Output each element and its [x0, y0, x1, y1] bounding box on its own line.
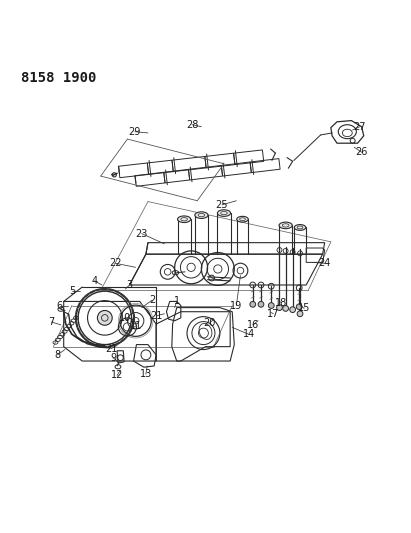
Ellipse shape: [237, 216, 248, 222]
Text: 10: 10: [119, 313, 132, 323]
Ellipse shape: [178, 216, 191, 222]
Text: 16: 16: [247, 320, 259, 330]
Text: 6: 6: [57, 301, 62, 311]
Text: 1: 1: [174, 296, 180, 306]
Text: 18: 18: [275, 297, 288, 308]
Text: 13: 13: [140, 369, 152, 379]
Circle shape: [250, 302, 256, 307]
Text: 25: 25: [216, 200, 228, 210]
Text: 29: 29: [129, 127, 141, 136]
Ellipse shape: [217, 210, 231, 216]
Ellipse shape: [279, 222, 292, 229]
Text: 21: 21: [150, 311, 162, 321]
Circle shape: [268, 303, 274, 309]
Text: 8158 1900: 8158 1900: [21, 71, 96, 85]
Circle shape: [283, 305, 289, 311]
Text: 8: 8: [55, 350, 60, 360]
Text: 24: 24: [319, 258, 331, 268]
Circle shape: [296, 304, 302, 310]
Circle shape: [277, 305, 282, 311]
Text: 3: 3: [127, 280, 132, 290]
Ellipse shape: [195, 212, 208, 219]
Text: 26: 26: [356, 147, 368, 157]
Text: 19: 19: [230, 301, 242, 311]
Text: 12: 12: [111, 370, 123, 381]
Ellipse shape: [294, 224, 306, 230]
Text: 14: 14: [242, 329, 255, 340]
Text: 11: 11: [129, 321, 142, 331]
Text: 28: 28: [186, 120, 199, 130]
Circle shape: [258, 302, 264, 307]
Circle shape: [290, 307, 296, 312]
Text: 21: 21: [105, 344, 117, 354]
Circle shape: [97, 311, 112, 325]
Text: 23: 23: [136, 229, 148, 239]
Text: 7: 7: [48, 317, 55, 327]
Circle shape: [297, 311, 303, 317]
Text: 4: 4: [92, 276, 97, 286]
Text: 17: 17: [267, 309, 279, 319]
Text: 15: 15: [298, 303, 310, 313]
Text: 9: 9: [110, 353, 116, 363]
Text: 27: 27: [353, 122, 366, 132]
Text: 22: 22: [109, 258, 121, 268]
Text: 2: 2: [149, 295, 155, 305]
Text: 5: 5: [69, 286, 75, 296]
Text: 20: 20: [203, 318, 216, 328]
